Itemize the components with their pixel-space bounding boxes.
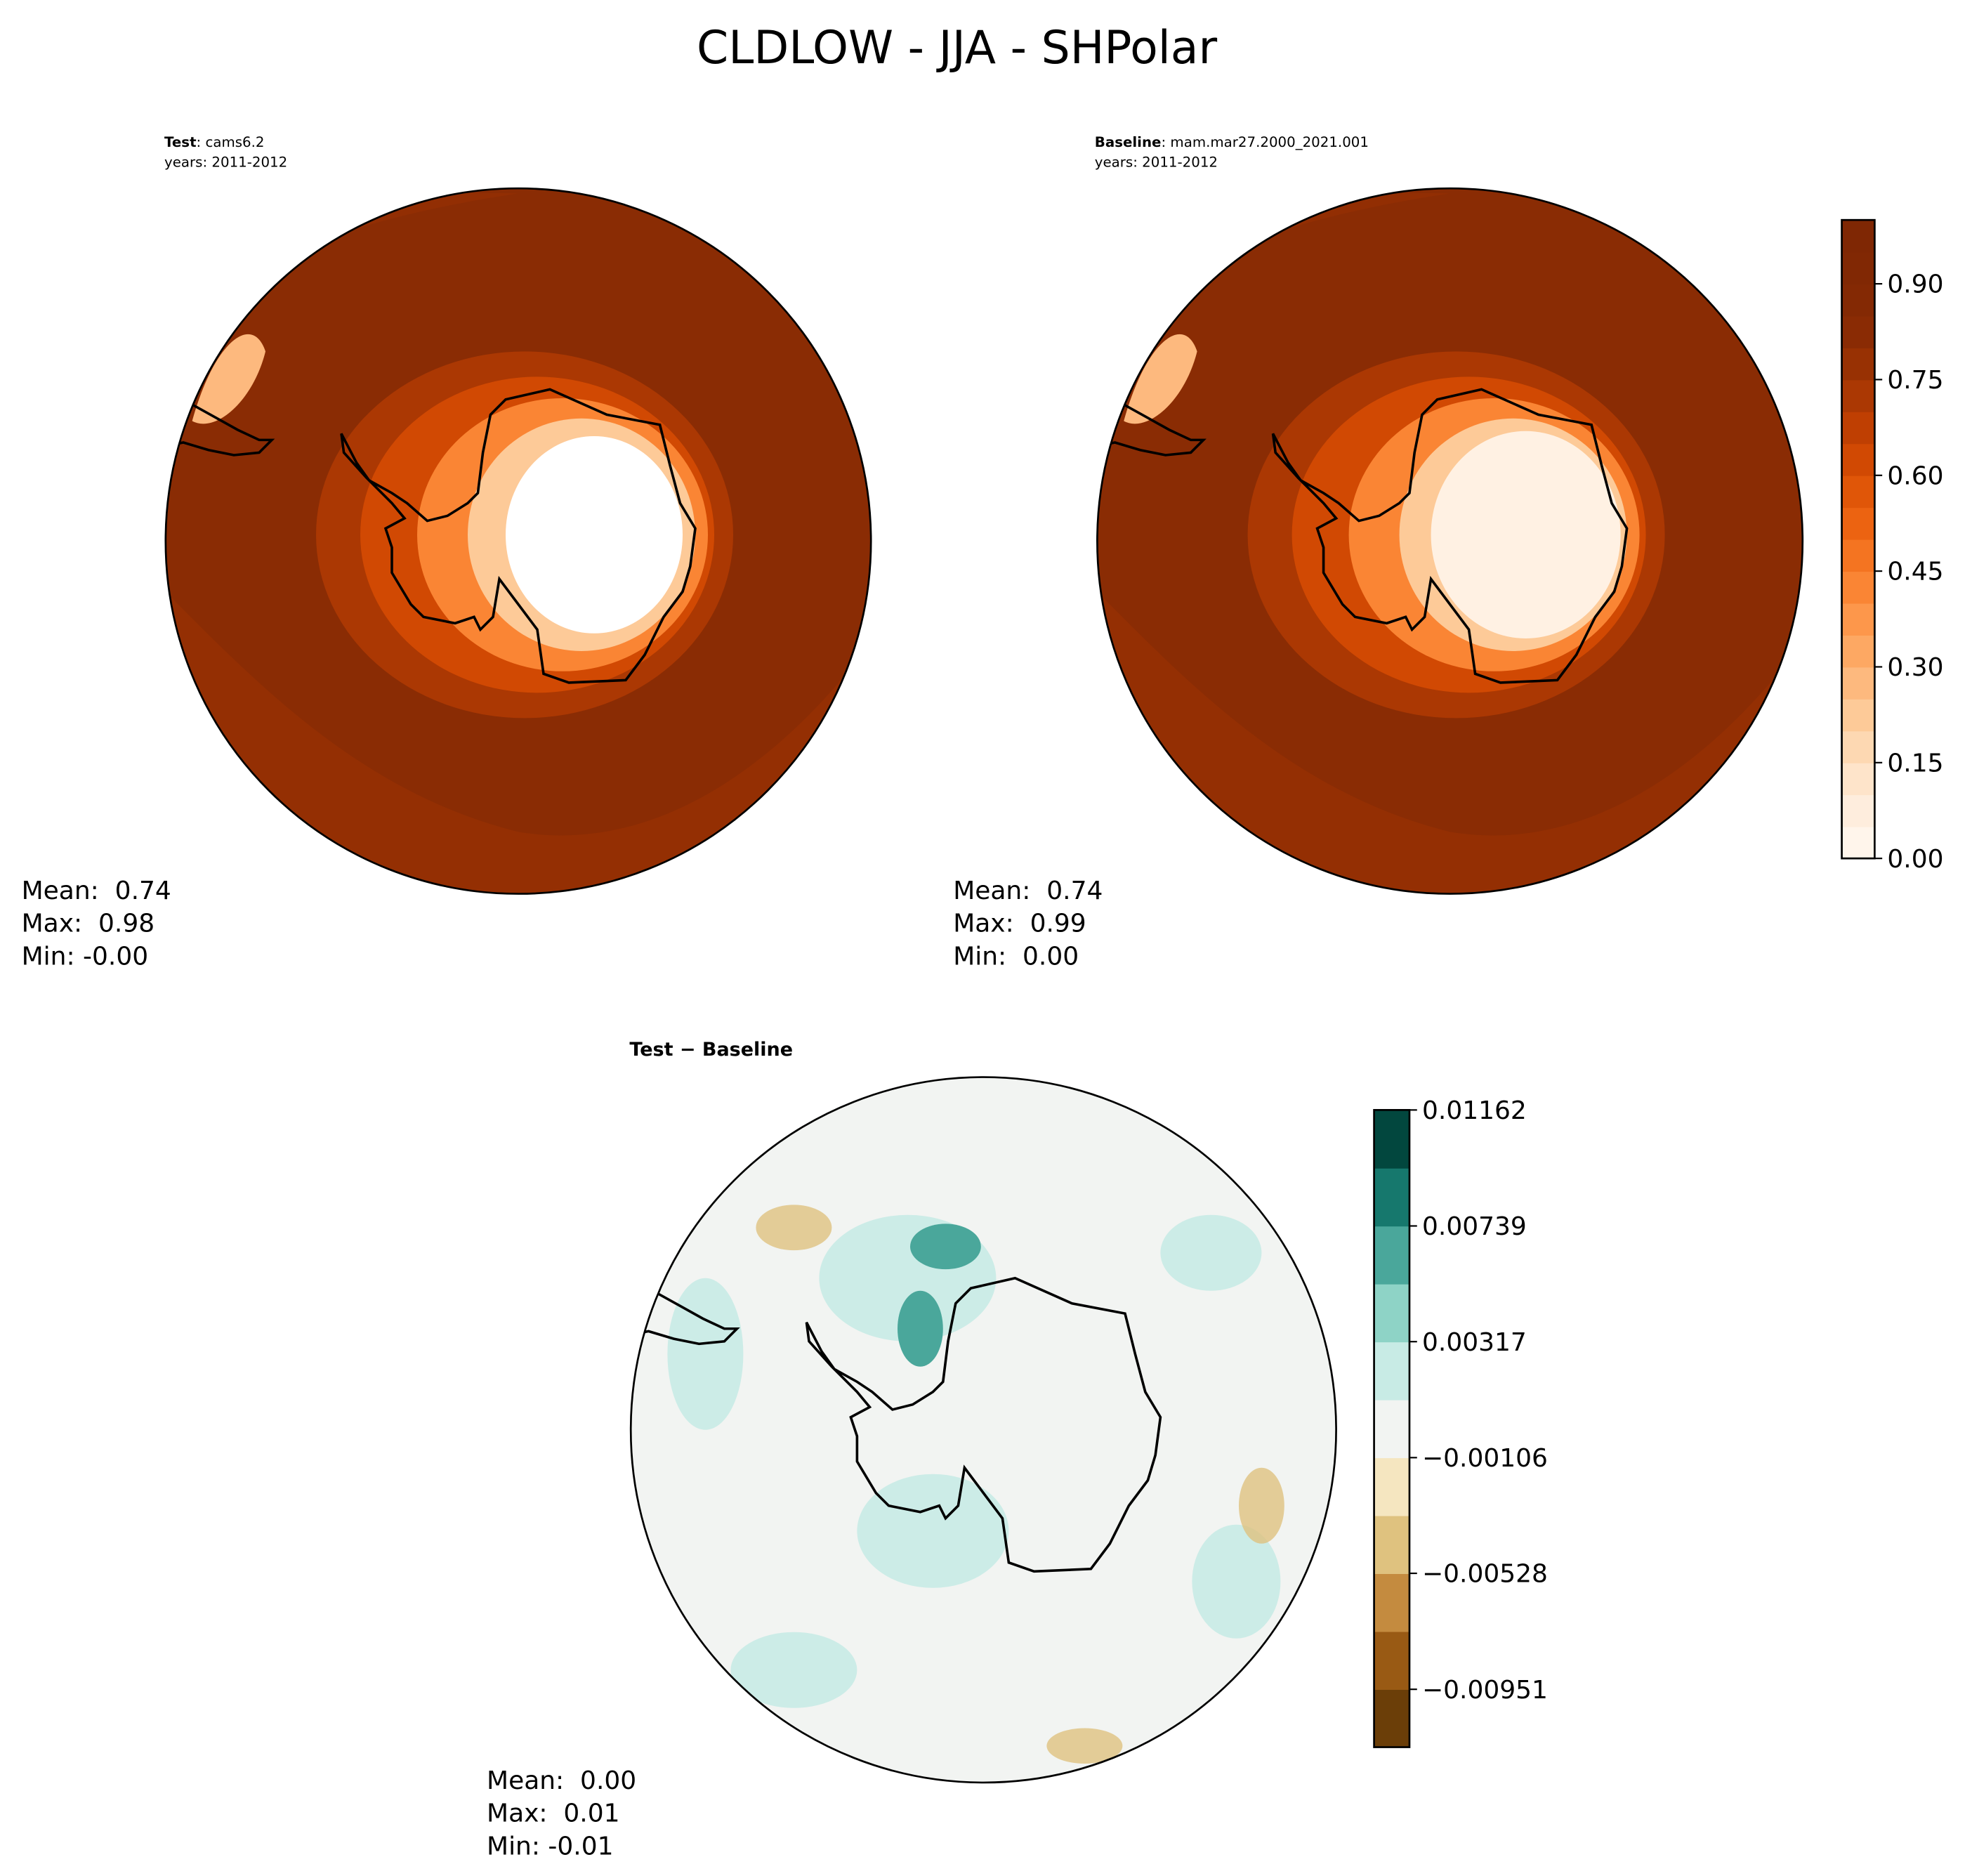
colorbar-band	[1841, 475, 1875, 509]
map-boundary	[1096, 187, 1804, 895]
map-boundary	[629, 1076, 1337, 1784]
colorbar-band	[1841, 315, 1875, 348]
colorbar-band	[1374, 1689, 1409, 1748]
stat-line: Min: 0.00	[953, 942, 1079, 971]
continent-field	[1431, 431, 1621, 638]
colorbar-band	[1841, 379, 1875, 412]
colorbar-band	[1841, 794, 1875, 827]
colorbar-band	[1841, 603, 1875, 636]
colorbar-band	[1841, 220, 1875, 253]
stat-line: Mean: 0.74	[953, 877, 1103, 905]
colorbar-band	[1841, 698, 1875, 732]
colorbar-band	[1841, 730, 1875, 763]
map-panel	[629, 1076, 1337, 1784]
colorbar-frame	[1373, 1109, 1411, 1748]
colorbar-tick-label: −0.00528	[1422, 1560, 1548, 1589]
colorbar-band	[1841, 826, 1875, 860]
colorbar-band	[1841, 443, 1875, 476]
colorbar-frame	[1841, 218, 1876, 860]
colorbar-band	[1841, 571, 1875, 604]
stat-line: Max: 0.99	[953, 910, 1086, 938]
colorbar-tick-label: 0.00739	[1422, 1212, 1527, 1241]
continent-field	[506, 435, 683, 634]
panel-name: Baseline	[1095, 134, 1162, 150]
colorbar-band	[1374, 1110, 1409, 1169]
colorbar-band	[1374, 1226, 1409, 1285]
colorbar-band	[1841, 347, 1875, 381]
stat-line: Mean: 0.00	[487, 1766, 636, 1795]
colorbar-tick-label: −0.00951	[1422, 1676, 1548, 1705]
panel-label: Test: cams6.2	[164, 134, 265, 150]
colorbar-band	[1841, 762, 1875, 796]
colorbar-tick-label: 0.75	[1887, 366, 1943, 395]
figure-title: CLDLOW - JJA - SHPolar	[697, 22, 1217, 74]
colorbar-band	[1841, 539, 1875, 572]
panel-years: years: 2011-2012	[1095, 155, 1218, 171]
stat-line: Max: 0.01	[487, 1799, 620, 1828]
colorbar-tick-label: 0.15	[1887, 749, 1943, 778]
panel-case: : cams6.2	[197, 134, 265, 150]
stat-line: Min: -0.01	[487, 1832, 614, 1861]
map-boundary	[164, 187, 872, 895]
colorbar-band	[1374, 1342, 1409, 1401]
panel-label: Test − Baseline	[629, 1039, 793, 1061]
colorbar-band	[1374, 1457, 1409, 1516]
colorbar-tick-label: 0.90	[1887, 270, 1943, 299]
colorbar-band	[1841, 667, 1875, 700]
map-panel	[164, 187, 872, 895]
panel-label: Baseline: mam.mar27.2000_2021.001	[1095, 134, 1369, 150]
colorbar-tick-label: 0.60	[1887, 461, 1943, 490]
stat-line: Min: -0.00	[22, 942, 149, 971]
colorbar-band	[1374, 1399, 1409, 1459]
colorbar-band	[1374, 1631, 1409, 1690]
colorbar-band	[1374, 1283, 1409, 1343]
colorbar-tick-label: 0.30	[1887, 653, 1943, 682]
colorbar-tick-label: 0.00317	[1422, 1328, 1527, 1357]
colorbar-band	[1841, 411, 1875, 445]
colorbar-tick-label: −0.00106	[1422, 1444, 1548, 1473]
map-panel	[1096, 187, 1804, 895]
stat-line: Max: 0.98	[22, 910, 155, 938]
colorbar-band	[1374, 1167, 1409, 1227]
panel-name: Test	[164, 134, 197, 150]
colorbar-band	[1841, 507, 1875, 540]
colorbar-tick-label: 0.01162	[1422, 1096, 1527, 1125]
colorbar-band	[1841, 251, 1875, 284]
colorbar-band	[1374, 1515, 1409, 1575]
panel-years: years: 2011-2012	[164, 155, 287, 171]
colorbar-band	[1841, 635, 1875, 668]
colorbar-tick-label: 0.45	[1887, 558, 1943, 586]
colorbar-band	[1374, 1573, 1409, 1632]
stat-line: Mean: 0.74	[22, 877, 171, 905]
panel-case: : mam.mar27.2000_2021.001	[1161, 134, 1369, 150]
colorbar-band	[1841, 284, 1875, 317]
colorbar-tick-label: 0.00	[1887, 845, 1943, 874]
